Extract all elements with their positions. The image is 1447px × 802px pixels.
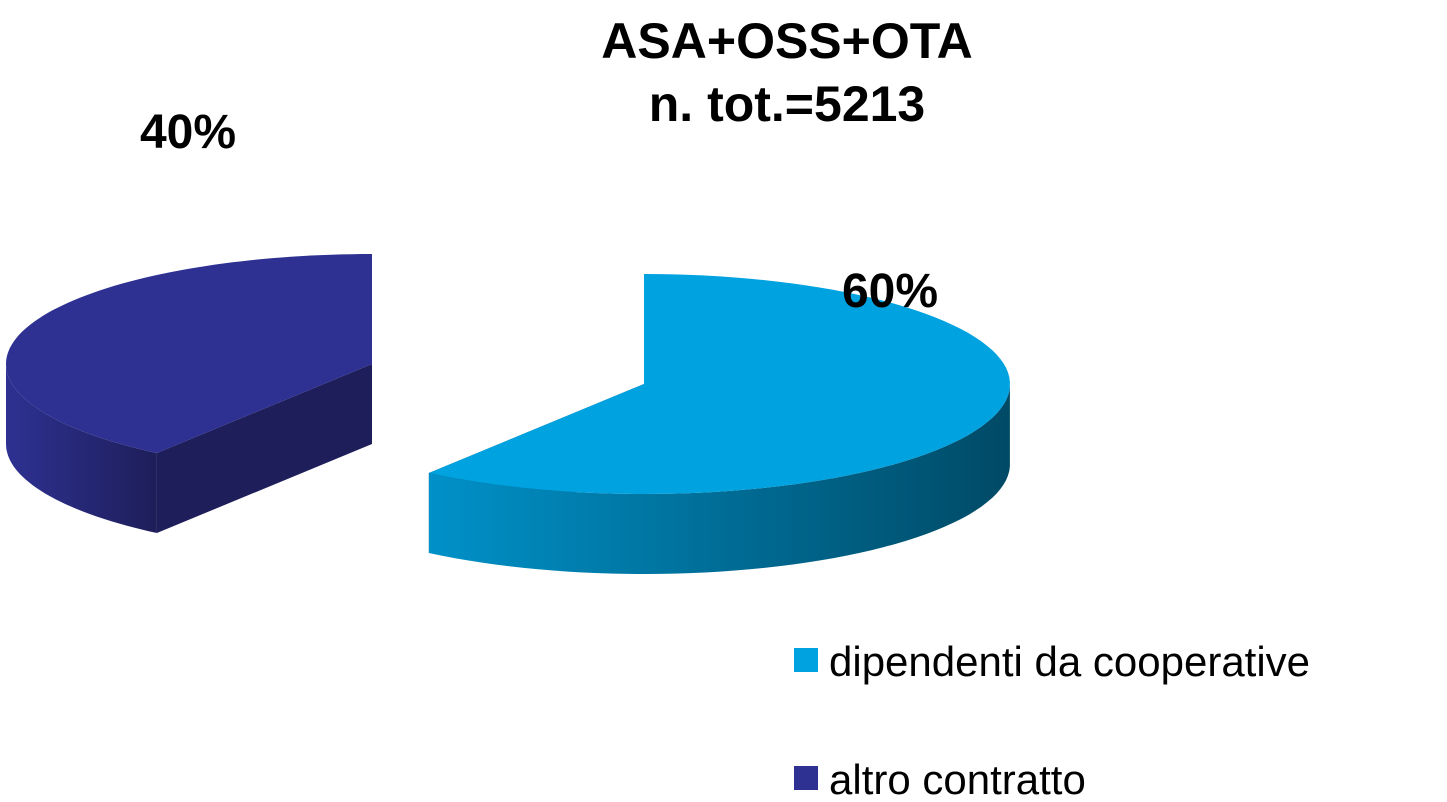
legend-label-dipendenti-da-cooperative: dipendenti da cooperative <box>829 638 1310 685</box>
pie-slices <box>6 254 1010 574</box>
chart-title-line-1: ASA+OSS+OTA <box>601 13 972 69</box>
legend-swatch-dipendenti-da-cooperative <box>794 648 818 672</box>
pie-slice-top <box>6 254 372 453</box>
pie-slice-dipendenti-da-cooperative <box>428 274 1010 574</box>
pie-slice-top <box>428 274 1010 494</box>
legend-label-altro-contratto: altro contratto <box>829 756 1086 802</box>
legend-swatch-altro-contratto <box>794 766 818 790</box>
pie-slice-rim <box>6 363 157 533</box>
pie-slice-rim <box>428 386 1010 574</box>
pie-slice-altro-contratto <box>6 254 372 533</box>
legend: dipendenti da cooperative altro contratt… <box>794 638 1310 802</box>
slice-label-dipendenti-da-cooperative: 60% <box>842 265 938 318</box>
pie-slice-cut-face <box>156 364 372 533</box>
slice-label-altro-contratto: 40% <box>140 106 236 159</box>
chart-title-line-2: n. tot.=5213 <box>649 76 926 132</box>
